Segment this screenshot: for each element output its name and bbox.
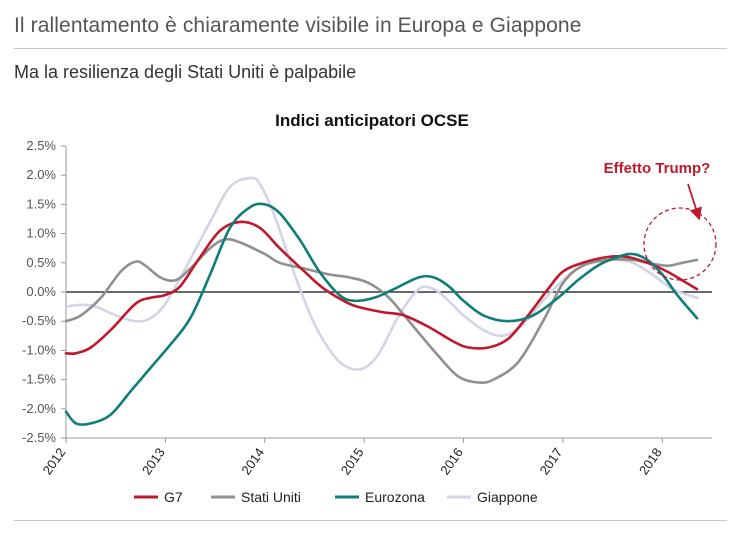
annotation: Effetto Trump? [604,160,717,281]
y-tick-label: -1.5% [22,372,56,387]
y-tick-label: -2.5% [22,430,56,445]
y-axis: 2.5% 2.0% 1.5% 1.0% 0.5% 0.0% -0.5% -1.0% -1.5% -… [22,138,67,445]
x-tick-label: 2012 [40,445,69,477]
x-tick-label: 2014 [238,445,267,477]
series-line-g7 [64,220,699,356]
y-tick-label: -0.5% [22,313,56,328]
footer-divider [14,520,727,521]
legend-label-giappone: Giappone [477,489,538,505]
annotation-circle [643,207,717,281]
y-tick-label: 2.5% [26,138,56,153]
y-tick-label: -2.0% [22,401,56,416]
y-tick-label: 2.0% [26,167,56,182]
annotation-arrow [687,183,702,221]
x-tick-label: 2013 [139,445,168,477]
x-tick-label: 2015 [338,445,367,477]
x-tick-label: 2017 [537,445,566,477]
x-tick-label: 2016 [437,445,466,477]
series-lines [64,176,699,426]
y-tick-label: 0.5% [26,255,56,270]
legend-label-stati-uniti: Stati Uniti [241,489,301,505]
y-tick-label: 1.0% [26,226,56,241]
title-divider [14,48,727,49]
series-line-eurozona [64,202,699,426]
y-tick-label: 0.0% [26,284,56,299]
chart-title: Indici anticipatori OCSE [275,111,469,130]
series-line-stati-uniti [64,237,699,385]
y-tick-label: 1.5% [26,196,56,211]
y-tick-label: -1.0% [22,342,56,357]
series-line-giappone [64,176,699,371]
annotation-label: Effetto Trump? [604,160,711,177]
legend-label-eurozona: Eurozona [365,489,425,505]
page-title: Il rallentamento è chiaramente visibile … [14,14,582,37]
x-tick-label: 2018 [636,445,665,477]
legend-label-g7: G7 [164,489,183,505]
legend: G7 Stati Uniti Eurozona Giappone [134,489,538,505]
page-subtitle: Ma la resilienza degli Stati Uniti è pal… [14,62,357,82]
x-axis: 2012 2013 2014 2015 2016 2017 2018 [40,437,712,477]
